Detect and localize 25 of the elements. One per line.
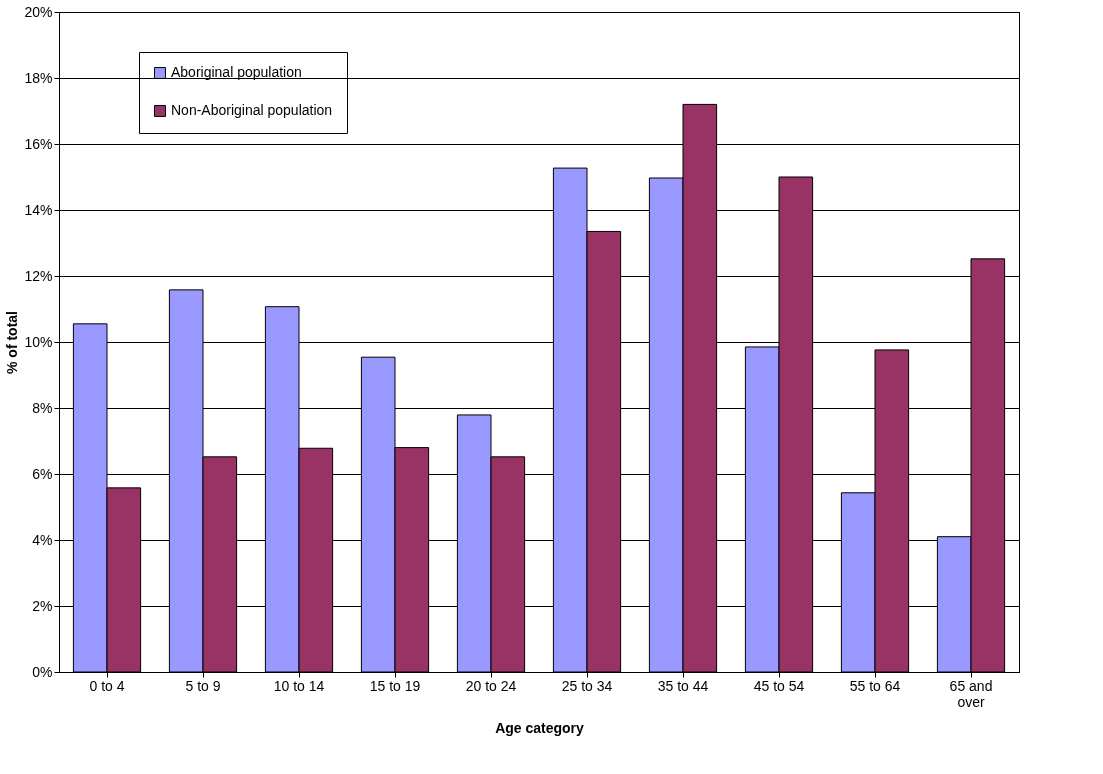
y-tick-label: 8% xyxy=(32,399,53,416)
x-tick-label: 20 to 24 xyxy=(465,677,517,694)
x-tick-label: 10 to 14 xyxy=(273,677,325,694)
y-tick-label: 14% xyxy=(24,201,53,218)
x-tick-label: 0 to 4 xyxy=(89,677,125,694)
x-tick-label: 65 and over xyxy=(949,677,993,710)
y-tick-label: 16% xyxy=(24,135,53,152)
x-tick-label: 5 to 9 xyxy=(185,677,221,694)
x-tick-label: 45 to 54 xyxy=(753,677,805,694)
x-tick-label: 25 to 34 xyxy=(561,677,613,694)
y-tick-label: 18% xyxy=(24,69,53,86)
x-tick-label: 15 to 19 xyxy=(369,677,421,694)
y-tick-label: 0% xyxy=(32,663,53,680)
y-tick-label: 10% xyxy=(24,333,53,350)
x-tick-label: 55 to 64 xyxy=(849,677,901,694)
y-tick-label: 4% xyxy=(32,531,53,548)
y-tick-label: 2% xyxy=(32,597,53,614)
x-tick-label: 35 to 44 xyxy=(657,677,709,694)
x-axis-title: Age category xyxy=(495,719,585,736)
y-tick-label: 12% xyxy=(24,267,53,284)
legend-label: Aboriginal population xyxy=(171,64,302,80)
y-tick-label: 6% xyxy=(32,465,53,482)
y-tick-label: 20% xyxy=(24,3,53,20)
legend-label: Non-Aboriginal population xyxy=(171,102,333,118)
y-axis-title: % of total xyxy=(4,311,21,374)
